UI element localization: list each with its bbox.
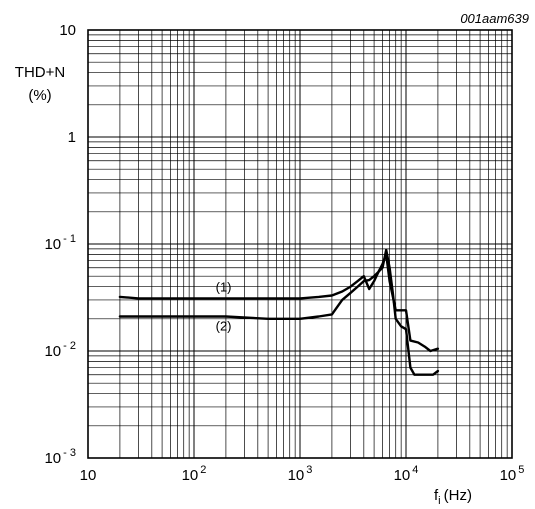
x-axis-label-unit: (Hz) [444, 487, 472, 504]
series-line-1 [118, 253, 440, 353]
annotation-layer: (1) (2) [216, 279, 232, 333]
x-axis-label-main: f [434, 487, 439, 504]
y-axis-unit: (%) [28, 87, 51, 104]
y-tick-label: 10- 3 [44, 447, 76, 467]
series-line-2 [118, 248, 440, 376]
x-axis-label-subscript: i [438, 495, 440, 507]
y-tick-label: 10 [59, 22, 76, 39]
y-axis-title: THD+N [15, 64, 65, 81]
x-tick-label: 10 [80, 467, 97, 484]
x-tick-label: 10 3 [288, 464, 313, 484]
y-tick-label: 10- 2 [44, 340, 76, 360]
figure-code: 001aam639 [460, 11, 529, 26]
y-tick-labels: 10 1 10- 1 10- 2 10- 3 [44, 22, 76, 467]
series-label-1: (1) [216, 279, 232, 294]
plot-frame [87, 29, 513, 459]
series-label-2: (2) [216, 319, 232, 334]
x-tick-label: 10 4 [394, 464, 419, 484]
major-grid [88, 30, 512, 458]
y-tick-label: 1 [68, 129, 76, 146]
x-axis-label: fi (Hz) [434, 487, 472, 507]
series-layer [118, 248, 440, 376]
x-tick-label: 10 5 [500, 464, 525, 484]
x-tick-labels: 10 10 2 10 3 10 4 10 5 [80, 464, 525, 484]
x-tick-label: 10 2 [182, 464, 207, 484]
y-tick-label: 10- 1 [44, 233, 76, 253]
